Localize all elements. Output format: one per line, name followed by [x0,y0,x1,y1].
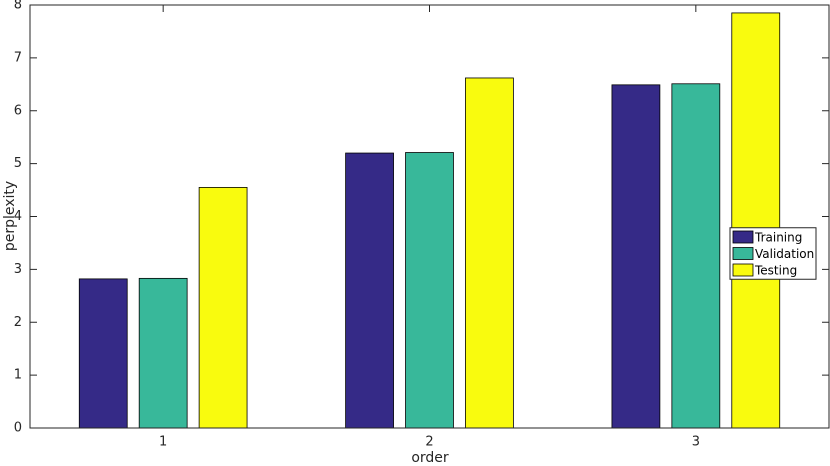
axes-box [29,4,830,429]
y-tick-label: 3 [14,262,22,277]
x-tick-label: 3 [692,435,700,450]
x-tick-label: 2 [425,435,433,450]
bar [731,12,781,429]
bar [671,83,721,429]
legend-label: Training [754,231,802,245]
bar [465,77,514,429]
legend: Training Validation Testing [729,227,817,280]
legend-swatch [732,263,754,277]
y-tick-label: 4 [14,209,22,224]
bar [138,277,188,429]
y-tick-label: 8 [14,0,22,13]
bar [345,152,394,429]
y-tick-label: 2 [14,315,22,330]
x-tick-label: 1 [159,435,167,450]
legend-label: Testing [754,264,797,278]
legend-swatch [732,230,754,244]
x-axis-label: order [411,450,449,466]
bar [405,152,454,429]
y-axis-label: perplexity [2,181,18,251]
y-tick-label: 7 [14,50,22,65]
legend-label: Validation [755,247,814,261]
y-tick-label: 5 [14,156,22,171]
y-tick-label: 1 [14,368,22,383]
legend-swatch [732,247,754,260]
bar [78,278,128,429]
y-tick-label: 6 [14,103,22,118]
bar [198,187,248,429]
bar [611,84,661,429]
y-tick-label: 0 [14,421,22,436]
